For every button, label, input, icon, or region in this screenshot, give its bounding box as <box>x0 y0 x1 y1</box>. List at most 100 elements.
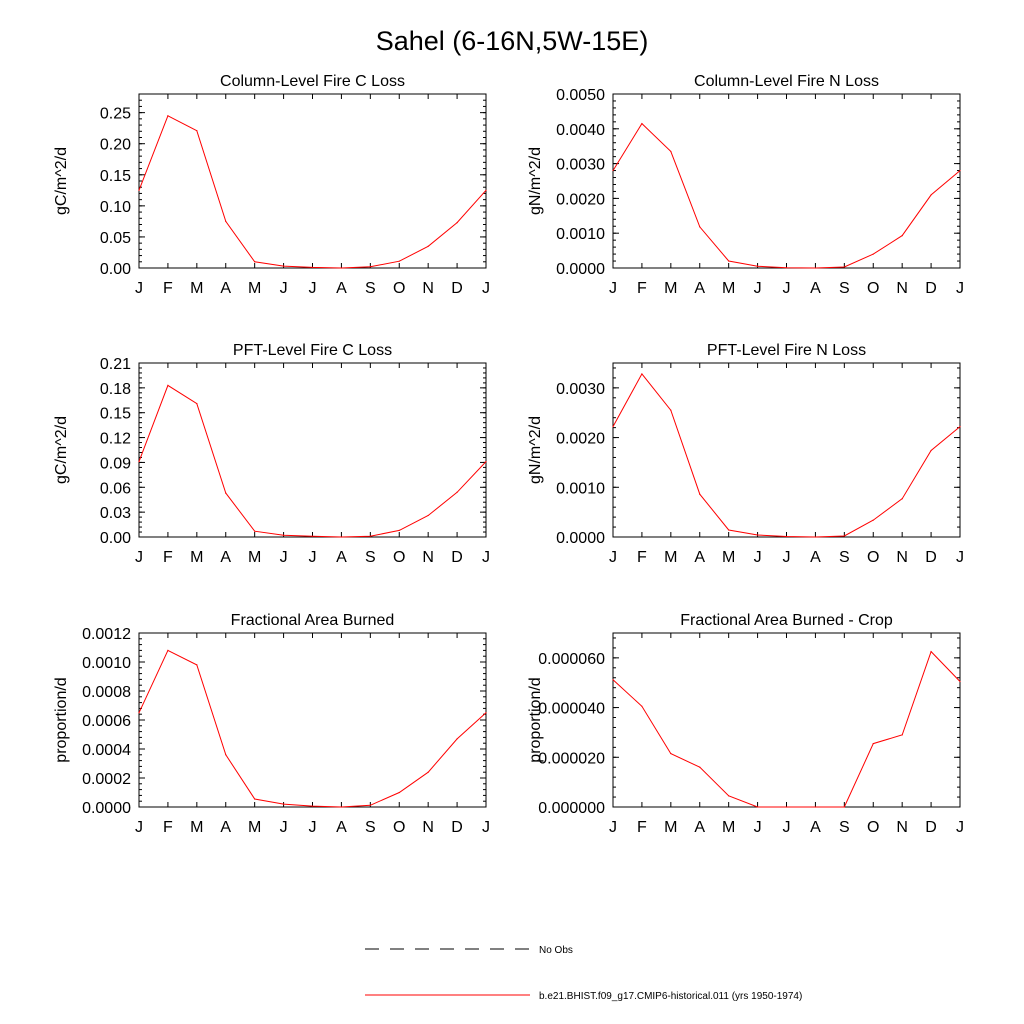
data-point <box>369 535 371 537</box>
y-tick-label: 0.0000 <box>82 800 131 817</box>
x-tick-label: N <box>896 549 908 566</box>
data-point <box>340 806 343 808</box>
y-tick-label: 0.000000 <box>538 800 605 817</box>
data-point <box>196 664 198 666</box>
x-tick-label: M <box>248 819 261 836</box>
data-point <box>872 519 874 521</box>
y-axis-label: gN/m^2/d <box>527 147 544 215</box>
data-point <box>225 754 227 756</box>
y-tick-label: 0.0002 <box>82 771 131 788</box>
y-tick-label: 0.0000 <box>556 530 605 547</box>
x-tick-label: J <box>609 280 617 297</box>
data-point <box>728 529 730 531</box>
x-tick-label: J <box>609 819 617 836</box>
data-point <box>699 766 701 768</box>
y-tick-label: 0.0030 <box>556 157 605 174</box>
x-tick-label: J <box>754 280 762 297</box>
x-tick-label: J <box>783 549 791 566</box>
x-tick-label: S <box>365 819 376 836</box>
y-tick-label: 0.15 <box>100 168 131 185</box>
data-point <box>785 535 788 538</box>
panel-title: Column-Level Fire C Loss <box>220 73 405 90</box>
y-tick-label: 0.10 <box>100 199 131 216</box>
data-point <box>959 426 961 428</box>
x-tick-label: J <box>280 549 288 566</box>
data-point <box>398 791 400 794</box>
panel-title: Fractional Area Burned <box>231 612 395 629</box>
data-point <box>901 498 903 500</box>
y-tick-label: 0.0020 <box>556 191 605 208</box>
x-tick-label: D <box>925 549 937 566</box>
data-point <box>843 806 845 808</box>
x-tick-label: A <box>220 280 231 297</box>
data-point <box>282 534 285 536</box>
data-point <box>456 491 458 493</box>
data-point <box>959 680 961 683</box>
data-point <box>641 122 643 125</box>
data-point <box>872 253 874 255</box>
y-tick-label: 0.06 <box>100 480 131 497</box>
y-tick-label: 0.15 <box>100 406 131 423</box>
x-tick-label: F <box>163 280 173 297</box>
data-point <box>167 384 169 386</box>
data-point <box>699 493 701 495</box>
x-tick-label: M <box>664 280 677 297</box>
y-tick-label: 0.000040 <box>538 701 605 718</box>
y-tick-label: 0.0004 <box>82 742 131 759</box>
data-point <box>959 169 961 172</box>
y-tick-label: 0.21 <box>100 356 131 373</box>
y-tick-label: 0.0000 <box>556 261 605 278</box>
x-tick-label: J <box>482 280 490 297</box>
x-tick-label: O <box>867 549 879 566</box>
x-tick-label: J <box>280 819 288 836</box>
x-tick-label: A <box>810 549 821 566</box>
data-point <box>641 705 643 707</box>
x-tick-label: A <box>220 549 231 566</box>
data-point <box>485 461 487 463</box>
data-point <box>699 226 701 228</box>
x-tick-label: S <box>365 549 376 566</box>
y-tick-label: 0.20 <box>100 137 131 154</box>
x-tick-label: N <box>896 280 908 297</box>
y-tick-label: 0.000060 <box>538 651 605 668</box>
data-point <box>196 130 198 132</box>
x-tick-label: A <box>336 280 347 297</box>
data-point <box>670 752 672 755</box>
x-tick-label: J <box>309 819 317 836</box>
x-tick-label: N <box>896 819 908 836</box>
x-tick-label: A <box>810 280 821 297</box>
x-tick-label: M <box>664 819 677 836</box>
x-tick-label: J <box>956 549 964 566</box>
x-tick-label: M <box>190 549 203 566</box>
series-line <box>138 384 487 538</box>
x-tick-label: J <box>783 819 791 836</box>
y-tick-label: 0.03 <box>100 505 131 522</box>
y-axis-label: gC/m^2/d <box>53 147 70 215</box>
x-tick-label: F <box>163 819 173 836</box>
y-tick-label: 0.0020 <box>556 431 605 448</box>
data-point <box>930 651 932 653</box>
y-tick-label: 0.0006 <box>82 713 131 730</box>
x-tick-label: F <box>163 549 173 566</box>
x-tick-label: S <box>839 549 850 566</box>
data-point <box>872 743 874 745</box>
data-point <box>814 806 817 808</box>
y-tick-label: 0.0012 <box>82 626 131 643</box>
series-line <box>138 115 487 269</box>
data-point <box>282 265 285 267</box>
y-tick-label: 0.000020 <box>538 750 605 767</box>
data-point <box>340 536 343 538</box>
x-tick-label: A <box>810 819 821 836</box>
data-point <box>901 235 903 237</box>
x-tick-label: O <box>393 819 405 836</box>
y-axis-label: gC/m^2/d <box>53 416 70 484</box>
data-point <box>814 267 817 269</box>
data-point <box>456 222 458 224</box>
data-point <box>398 260 400 262</box>
data-point <box>225 492 227 494</box>
data-point <box>254 261 256 263</box>
data-point <box>427 771 429 773</box>
y-tick-label: 0.00 <box>100 530 131 547</box>
x-tick-label: M <box>722 280 735 297</box>
